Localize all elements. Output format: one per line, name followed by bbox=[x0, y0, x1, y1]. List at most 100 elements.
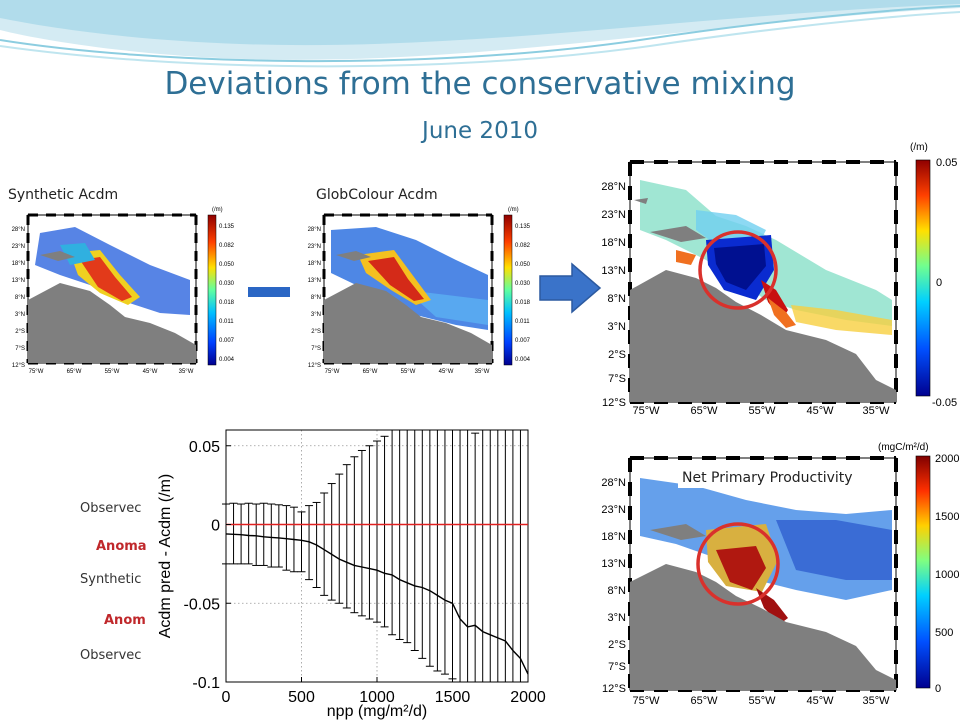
lat-tick: 28°N bbox=[601, 477, 626, 489]
x-tick-label: 1000 bbox=[359, 689, 395, 706]
lat-tick: 3°N bbox=[608, 612, 627, 624]
highlight-circle bbox=[696, 522, 780, 606]
colorbar-unit: (/m) bbox=[910, 142, 928, 153]
lat-tick: 12°S bbox=[12, 363, 25, 369]
anomaly-label-2: Anom bbox=[104, 613, 146, 628]
colorbar-tick: 0.082 bbox=[219, 243, 235, 249]
lat-tick: 23°N bbox=[308, 244, 321, 250]
right-arrow-icon bbox=[539, 262, 602, 314]
series-line bbox=[225, 533, 529, 675]
colorbar-unit: (mgC/m²/d) bbox=[878, 442, 929, 453]
y-tick-label: 0.05 bbox=[189, 439, 220, 456]
lat-tick: 7°S bbox=[15, 346, 25, 352]
lat-tick: 7°S bbox=[608, 661, 626, 673]
colorbar-tick: 1500 bbox=[935, 511, 959, 523]
y-axis-label: Acdm pred - Acdm (/m) bbox=[157, 474, 174, 638]
lat-tick: 3°N bbox=[15, 312, 25, 318]
colorbar-tick: 1000 bbox=[935, 569, 959, 581]
colorbar-unit: (/m) bbox=[212, 207, 223, 213]
lon-tick: 65°W bbox=[363, 369, 378, 375]
lat-tick: 23°N bbox=[12, 244, 25, 250]
colorbar-tick: 0.018 bbox=[515, 300, 531, 306]
acdm-difference-map: 28°N 23°N 18°N 13°N 8°N 3°N 2°S 7°S 12°S… bbox=[601, 142, 957, 417]
lon-tick: 75°W bbox=[29, 369, 44, 375]
synthetic-acdm-label: Synthetic Acdm bbox=[8, 187, 119, 203]
observed-label-1: Observec bbox=[80, 501, 142, 516]
colorbar-tick: -0.05 bbox=[932, 397, 957, 409]
lat-tick: 3°N bbox=[608, 321, 627, 333]
colorbar-tick: 500 bbox=[935, 627, 953, 639]
lat-tick: 23°N bbox=[601, 504, 626, 516]
lat-tick: 8°N bbox=[608, 293, 627, 305]
lat-tick: 12°S bbox=[308, 363, 321, 369]
colorbar-tick: 2000 bbox=[935, 453, 959, 465]
lat-tick: 18°N bbox=[12, 261, 25, 267]
anomaly-label-1: Anoma bbox=[96, 539, 147, 554]
header-wave-decoration bbox=[0, 0, 960, 68]
lat-tick: 7°S bbox=[311, 346, 321, 352]
y-tick-label: 0 bbox=[211, 518, 220, 535]
synthetic-acdm-map: 28°N 23°N 18°N 13°N 8°N 3°N 2°S 7°S 12°S… bbox=[12, 207, 235, 375]
lon-tick: 55°W bbox=[748, 405, 776, 417]
lat-tick: 8°N bbox=[608, 585, 627, 597]
npp-map: 28°N 23°N 18°N 13°N 8°N 3°N 2°S 7°S 12°S… bbox=[601, 442, 959, 707]
lat-tick: 3°N bbox=[311, 312, 321, 318]
error-bars bbox=[222, 430, 529, 682]
lat-tick: 13°N bbox=[308, 278, 321, 284]
lat-tick: 7°S bbox=[608, 373, 626, 385]
colorbar-tick: 0.004 bbox=[515, 357, 531, 363]
lat-tick: 28°N bbox=[601, 181, 626, 193]
x-tick-label: 1500 bbox=[435, 689, 471, 706]
slide-subtitle: June 2010 bbox=[422, 118, 538, 144]
lon-tick: 55°W bbox=[105, 369, 120, 375]
lat-tick: 12°S bbox=[602, 397, 626, 409]
y-tick-label: -0.05 bbox=[184, 596, 221, 613]
colorbar-tick: 0.082 bbox=[515, 243, 531, 249]
lat-tick: 18°N bbox=[601, 237, 626, 249]
colorbar-tick: 0 bbox=[935, 683, 941, 695]
lon-tick: 75°W bbox=[632, 695, 660, 707]
lat-tick: 2°S bbox=[608, 639, 626, 651]
colorbar bbox=[207, 214, 217, 366]
lat-tick: 8°N bbox=[15, 295, 25, 301]
lat-tick: 13°N bbox=[601, 265, 626, 277]
lon-tick: 35°W bbox=[475, 369, 490, 375]
lon-tick: 35°W bbox=[862, 405, 890, 417]
lon-tick: 55°W bbox=[401, 369, 416, 375]
lon-tick: 35°W bbox=[862, 695, 890, 707]
lat-tick: 2°S bbox=[15, 329, 25, 335]
lon-tick: 45°W bbox=[806, 695, 834, 707]
colorbar-tick: 0.050 bbox=[515, 262, 531, 268]
highlight-circle bbox=[698, 230, 778, 310]
colorbar bbox=[503, 214, 513, 366]
lon-tick: 35°W bbox=[179, 369, 194, 375]
colorbar-tick: 0.030 bbox=[515, 281, 531, 287]
lon-tick: 45°W bbox=[439, 369, 454, 375]
lon-tick: 55°W bbox=[748, 695, 776, 707]
colorbar-tick: 0.030 bbox=[219, 281, 235, 287]
colorbar-tick: 0.050 bbox=[219, 262, 235, 268]
globcolour-acdm-map: 28°N 23°N 18°N 13°N 8°N 3°N 2°S 7°S 12°S… bbox=[308, 207, 531, 375]
colorbar-tick: 0.135 bbox=[515, 224, 531, 230]
lon-tick: 65°W bbox=[690, 405, 718, 417]
lat-tick: 28°N bbox=[12, 227, 25, 233]
lat-tick: 13°N bbox=[12, 278, 25, 284]
chart-panel bbox=[150, 420, 550, 720]
lat-tick: 2°S bbox=[608, 349, 626, 361]
lon-tick: 45°W bbox=[806, 405, 834, 417]
colorbar-tick: 0.011 bbox=[515, 319, 530, 325]
npp-label-bg bbox=[678, 466, 890, 488]
colorbar-tick: 0.007 bbox=[515, 338, 531, 344]
lon-tick: 75°W bbox=[632, 405, 660, 417]
lat-tick: 12°S bbox=[602, 683, 626, 695]
colorbar-tick: 0 bbox=[936, 277, 942, 289]
slide-title: Deviations from the conservative mixing bbox=[164, 66, 796, 102]
npp-map-label: Net Primary Productivity bbox=[682, 470, 853, 486]
colorbar-tick: 0.011 bbox=[219, 319, 234, 325]
y-tick-label: -0.1 bbox=[192, 675, 220, 692]
colorbar-tick: 0.018 bbox=[219, 300, 235, 306]
lon-tick: 45°W bbox=[143, 369, 158, 375]
minus-sign bbox=[248, 287, 290, 297]
colorbar-tick: 0.135 bbox=[219, 224, 235, 230]
observed-label-2: Observec bbox=[80, 648, 142, 663]
